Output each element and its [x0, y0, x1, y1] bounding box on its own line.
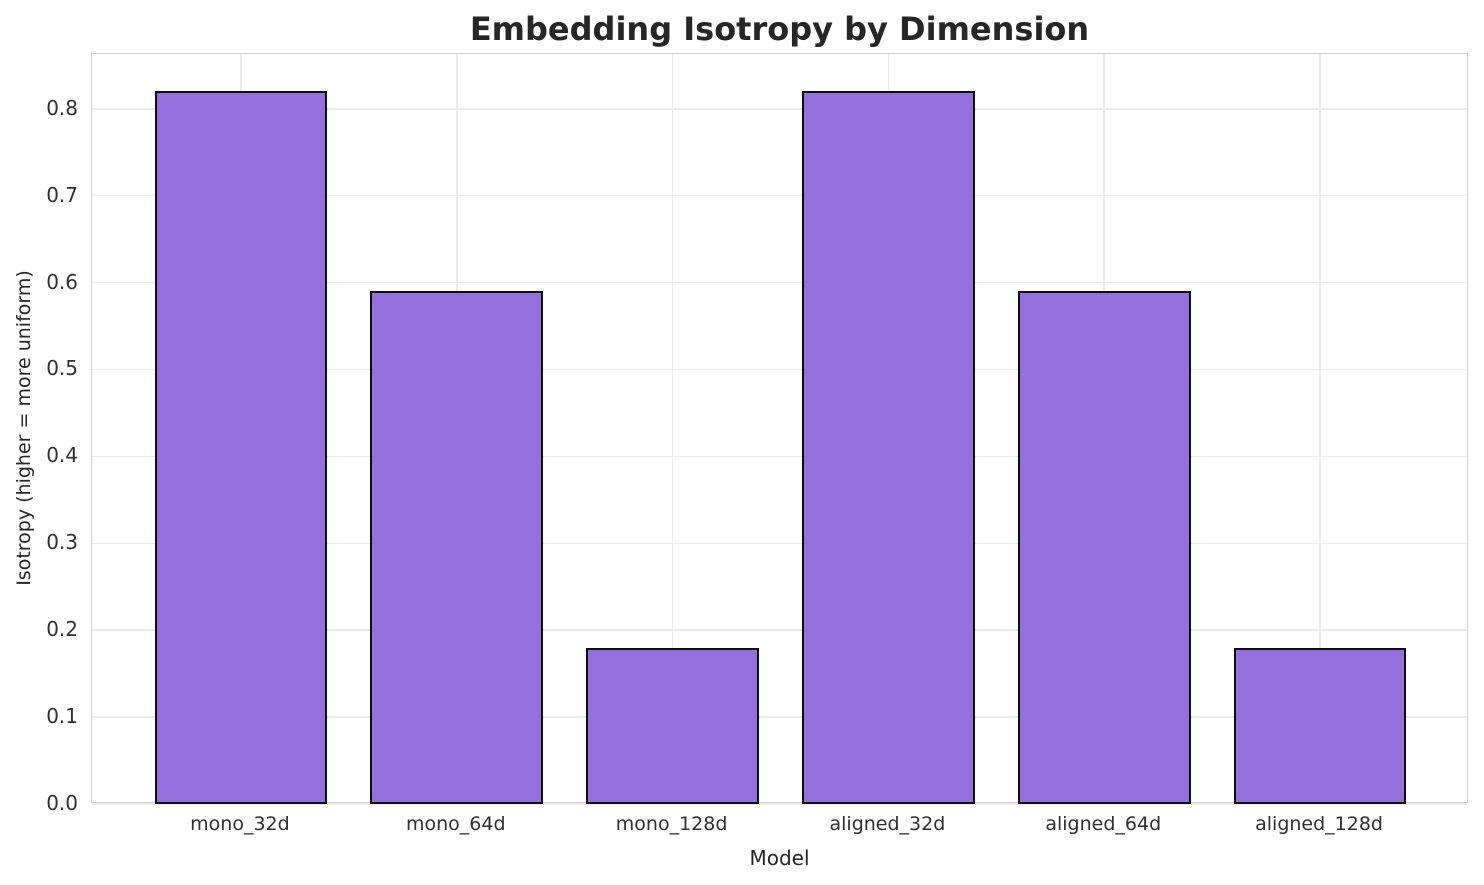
y-tick-0.3: 0.3 [46, 530, 78, 555]
y-tick-0.2: 0.2 [46, 617, 78, 642]
y-tick-0.1: 0.1 [46, 704, 78, 729]
x-tick-mono_32d: mono_32d [190, 813, 290, 835]
y-tick-0.4: 0.4 [46, 443, 78, 468]
gridline-y-0.0 [92, 803, 1467, 805]
gridline-x-aligned_128d [1319, 54, 1321, 802]
y-tick-0.5: 0.5 [46, 356, 78, 381]
gridline-y-0.3 [92, 542, 1467, 545]
gridline-x-mono_128d [671, 54, 674, 802]
gridline-y-0.7 [92, 194, 1467, 197]
x-tick-mono_64d: mono_64d [405, 813, 506, 835]
bar-aligned_32d [802, 91, 975, 804]
gridline-y-0.5 [92, 368, 1467, 371]
plot-area [91, 53, 1468, 805]
y-tick-0.7: 0.7 [46, 182, 78, 207]
gridline-y-0.4 [92, 455, 1467, 458]
y-tick-0.6: 0.6 [46, 269, 78, 294]
gridline-y-0.1 [92, 716, 1467, 718]
x-axis-label: Model [749, 846, 810, 870]
x-tick-aligned_64d: aligned_64d [1045, 813, 1162, 835]
bar-aligned_128d [1233, 647, 1407, 804]
gridline-y-0.2 [92, 629, 1467, 631]
x-tick-aligned_32d: aligned_32d [829, 813, 946, 835]
chart-title: Embedding Isotropy by Dimension [469, 10, 1090, 48]
x-tick-mono_128d: mono_128d [615, 813, 728, 835]
bar-mono_64d [370, 291, 544, 804]
gridline-y-0.6 [92, 281, 1467, 284]
y-tick-0.8: 0.8 [46, 95, 78, 120]
gridline-y-0.8 [92, 108, 1467, 110]
y-tick-0.0: 0.0 [46, 791, 78, 815]
bar-mono_128d [586, 647, 759, 804]
x-tick-aligned_128d: aligned_128d [1255, 813, 1384, 835]
bar-mono_32d [154, 91, 328, 804]
bar-aligned_64d [1017, 291, 1191, 804]
